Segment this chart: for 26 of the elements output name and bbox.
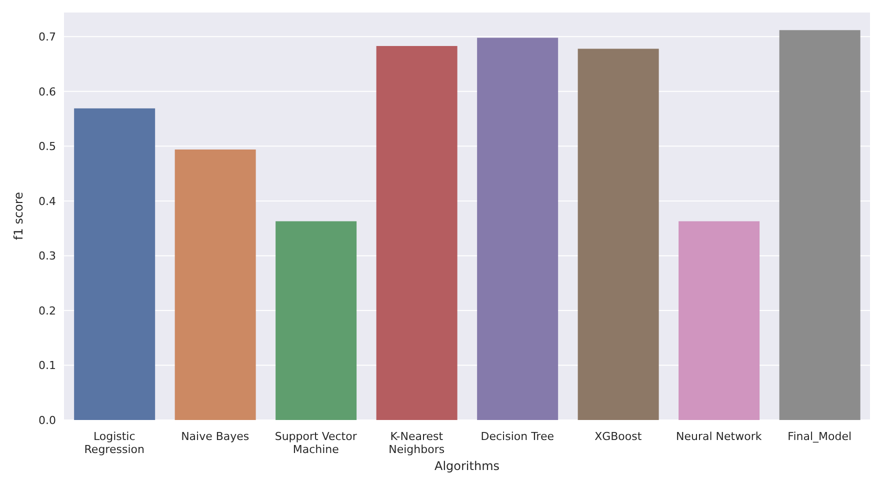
x-tick-label: XGBoost: [594, 430, 642, 443]
y-tick-label: 0.2: [38, 304, 56, 318]
x-tick-label: Logistic Regression: [84, 430, 144, 456]
bar: [276, 221, 357, 420]
y-tick-label: 0.0: [38, 414, 56, 427]
bar: [779, 30, 860, 420]
x-tick-label: Decision Tree: [480, 430, 554, 443]
x-tick-label: Support Vector Machine: [274, 430, 358, 456]
bar: [376, 46, 458, 420]
y-tick-label: 0.3: [38, 250, 56, 263]
x-tick-label: Neural Network: [676, 430, 762, 443]
y-axis-title: f1 score: [11, 192, 26, 240]
x-tick-label: K-Nearest Neighbors: [388, 430, 445, 456]
y-tick-label: 0.7: [38, 30, 56, 44]
bar: [678, 221, 760, 420]
y-tick-label: 0.6: [38, 85, 56, 98]
y-tick-label: 0.1: [38, 359, 56, 372]
bar: [174, 149, 256, 420]
bar: [477, 38, 558, 420]
bar: [74, 108, 156, 420]
y-tick-label: 0.5: [38, 140, 56, 154]
y-tick-label: 0.4: [38, 194, 56, 208]
bar: [578, 48, 659, 420]
x-tick-label: Final_Model: [788, 430, 852, 443]
x-tick-label: Naive Bayes: [181, 430, 250, 443]
x-axis-title: Algorithms: [434, 459, 500, 473]
